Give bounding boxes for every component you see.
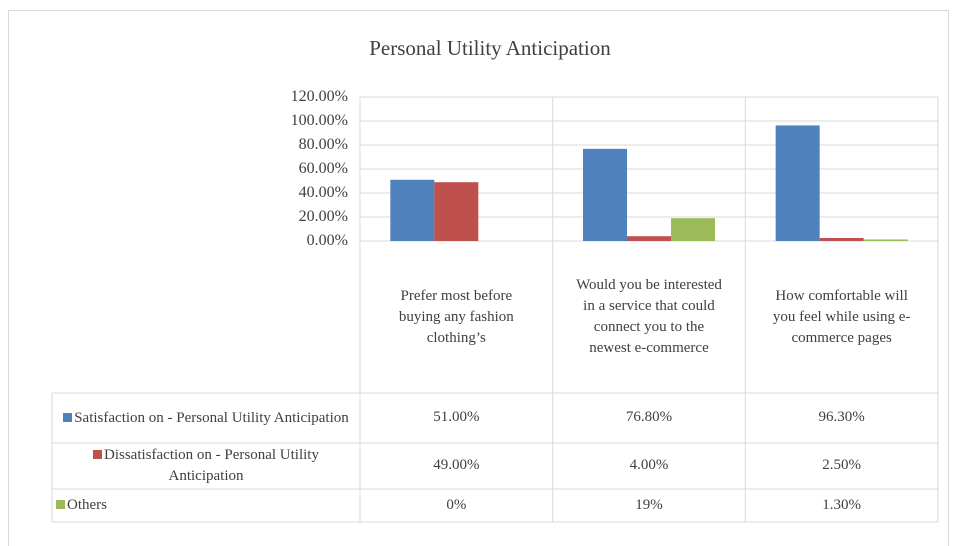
chart-title: Personal Utility Anticipation <box>369 36 611 60</box>
y-tick-label: 0.00% <box>306 232 348 249</box>
legend-item: Satisfaction on - Personal Utility Antic… <box>63 408 349 429</box>
x-tick-label-text: Would you be interested in a service tha… <box>576 277 722 356</box>
bar <box>583 148 627 241</box>
legend-label: Satisfaction on - Personal Utility Antic… <box>74 409 349 426</box>
y-tick-label: 40.00% <box>298 184 348 201</box>
legend-entry: Dissatisfaction on - Personal Utility An… <box>56 443 356 489</box>
legend-item: Others <box>56 495 107 516</box>
data-label: 76.80% <box>625 409 673 425</box>
bar <box>775 125 820 241</box>
chart-border <box>8 10 949 546</box>
legend-entry: Satisfaction on - Personal Utility Antic… <box>56 393 356 443</box>
bar <box>434 182 479 241</box>
x-tick-label: Would you be interested in a service tha… <box>573 241 726 393</box>
y-tick-label: 60.00% <box>298 160 348 177</box>
y-tick-label: 80.00% <box>298 136 348 153</box>
bar <box>627 236 671 241</box>
x-tick-label: Prefer most before buying any fashion cl… <box>380 241 533 393</box>
data-label: 51.00% <box>433 409 480 425</box>
legend-label: Others <box>67 497 107 513</box>
data-label: 4.00% <box>629 457 669 473</box>
legend-item: Dissatisfaction on - Personal Utility An… <box>56 445 356 487</box>
legend-swatch <box>63 412 73 422</box>
data-label: 19% <box>635 496 663 513</box>
bar <box>863 239 908 241</box>
legend-swatch <box>56 500 65 509</box>
y-tick-label: 100.00% <box>290 112 348 129</box>
data-label: 0% <box>446 496 467 513</box>
data-label: 96.30% <box>818 409 865 425</box>
x-tick-label-text: Prefer most before buying any fashion cl… <box>398 287 514 346</box>
x-tick-label-text: How comfortable will you feel while usin… <box>772 287 911 346</box>
legend-entry: Others <box>56 489 356 522</box>
data-label: 1.30% <box>822 496 862 513</box>
legend-swatch <box>93 450 102 459</box>
data-label: 49.00% <box>433 457 480 473</box>
y-tick-label: 20.00% <box>298 208 348 225</box>
data-label: 2.50% <box>822 457 862 473</box>
bar <box>819 238 864 241</box>
bar <box>671 218 715 241</box>
bar <box>390 179 435 241</box>
y-tick-label: 120.00% <box>290 88 348 105</box>
legend-label: Dissatisfaction on - Personal Utility An… <box>104 447 319 484</box>
x-tick-label: How comfortable will you feel while usin… <box>765 241 918 393</box>
